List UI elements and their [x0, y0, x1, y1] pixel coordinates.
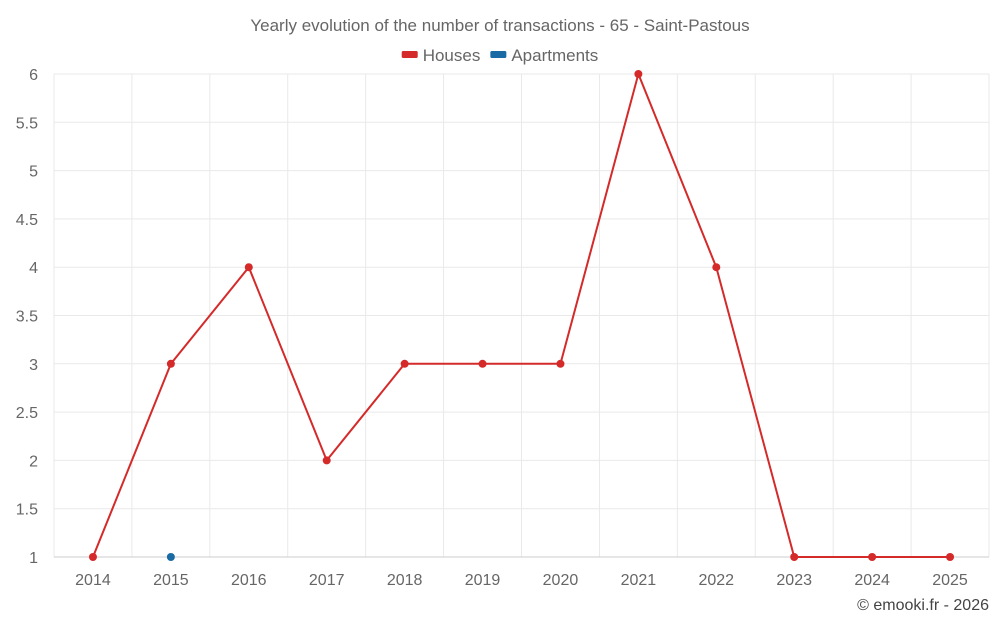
y-tick-label: 4.5	[16, 212, 38, 229]
x-tick-label: 2019	[465, 572, 501, 589]
legend-label: Houses	[423, 46, 481, 65]
data-point[interactable]	[556, 359, 565, 368]
x-tick-label: 2018	[387, 572, 423, 589]
x-tick-label: 2022	[698, 572, 734, 589]
x-tick-label: 2016	[231, 572, 267, 589]
data-point[interactable]	[478, 359, 487, 368]
y-axis-ticks: 1 1.5 2 2.5 3 3.5 4 4.5 5 5.5 6	[16, 67, 38, 567]
legend[interactable]: Houses Apartments	[401, 46, 599, 65]
x-axis-ticks: 2014 2015 2016 2017 2018 2019 2020 2021 2022 2023…	[75, 572, 968, 589]
y-tick-label: 1.5	[16, 502, 38, 519]
y-tick-label: 3	[29, 357, 38, 374]
y-tick-label: 2	[29, 453, 38, 470]
y-tick-label: 6	[29, 67, 38, 84]
data-point[interactable]	[868, 553, 877, 561]
series-line-segment	[559, 73, 640, 365]
data-point[interactable]	[712, 263, 721, 272]
data-point[interactable]	[166, 553, 175, 561]
legend-label: Apartments	[511, 46, 598, 65]
legend-item-houses[interactable]: Houses	[401, 46, 481, 65]
data-point[interactable]	[400, 359, 409, 368]
x-tick-label: 2023	[776, 572, 812, 589]
series-line-segment	[91, 362, 172, 558]
y-tick-label: 4	[29, 260, 38, 277]
x-tick-label: 2017	[309, 572, 345, 589]
series-line-segment	[637, 73, 718, 269]
series-houses	[88, 70, 955, 561]
series-line-segment	[715, 266, 796, 558]
data-point[interactable]	[244, 263, 253, 272]
y-tick-label: 1	[29, 550, 38, 567]
y-tick-label: 3.5	[16, 309, 38, 326]
x-tick-label: 2015	[153, 572, 189, 589]
x-tick-label: 2024	[854, 572, 890, 589]
data-point[interactable]	[790, 553, 799, 561]
series-line-segment	[247, 266, 328, 462]
x-tick-label: 2025	[932, 572, 968, 589]
data-point[interactable]	[88, 553, 97, 561]
chart-title: Yearly evolution of the number of transa…	[250, 16, 749, 35]
series-line-segment	[325, 362, 406, 462]
x-tick-label: 2021	[621, 572, 657, 589]
data-point[interactable]	[946, 553, 955, 561]
y-tick-label: 5	[29, 164, 38, 181]
x-tick-label: 2014	[75, 572, 111, 589]
legend-swatch	[401, 51, 418, 58]
legend-swatch	[490, 51, 507, 58]
x-tick-label: 2020	[543, 572, 579, 589]
data-point[interactable]	[166, 359, 175, 368]
data-point[interactable]	[322, 456, 331, 465]
series-apartments	[166, 553, 175, 561]
y-tick-label: 5.5	[16, 115, 38, 132]
legend-item-apartments[interactable]: Apartments	[490, 46, 598, 65]
series-line-segment	[169, 266, 250, 365]
credit-text: © emooki.fr - 2026	[857, 597, 989, 614]
data-point[interactable]	[634, 70, 643, 78]
y-tick-label: 2.5	[16, 405, 38, 422]
series-layer	[88, 70, 955, 561]
